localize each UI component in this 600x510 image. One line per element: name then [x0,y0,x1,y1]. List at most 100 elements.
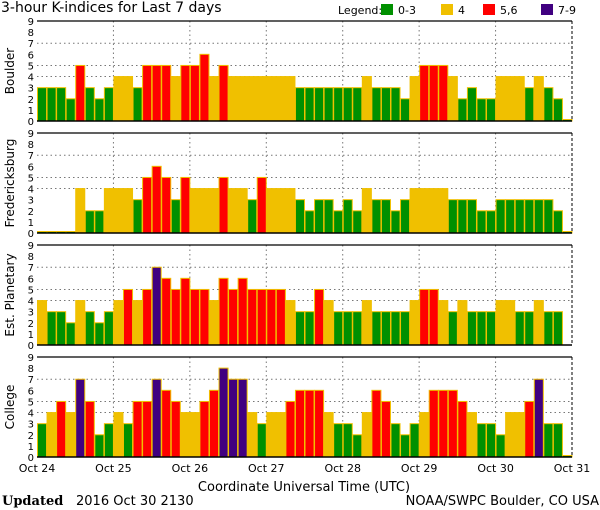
y-tick-label: 0 [28,453,34,464]
k-index-bar [533,76,544,122]
k-index-bar [428,188,439,234]
k-index-bar [56,311,67,346]
legend-item-label: 7-9 [558,4,576,17]
k-index-bar [380,400,391,458]
k-index-bar [247,199,258,234]
k-index-bar [476,210,487,234]
k-index-bar [199,188,210,234]
k-index-bar [65,98,76,122]
k-index-bar [294,199,306,234]
y-tick-label: 7 [28,39,34,50]
k-index-bar [228,288,239,346]
k-index-bar [237,188,248,234]
k-index-bar [361,412,372,458]
k-index-bar [438,64,449,122]
y-tick-label: 8 [28,140,34,151]
k-index-bar [122,188,134,234]
y-tick-label: 7 [28,375,34,386]
k-index-bar [208,300,220,346]
k-index-bar [256,76,267,122]
k-index-bar [428,288,439,346]
k-index-bar [314,389,325,458]
k-index-bar [419,188,430,234]
k-index-bar [342,423,353,458]
k-index-bar [495,199,506,234]
k-index-bar [294,389,306,458]
k-index-bar [342,199,353,234]
k-index-bar [466,311,477,346]
k-index-bar [65,322,76,346]
y-tick-label: 7 [28,151,34,162]
k-index-bar [247,76,258,122]
x-tick-label: Oct 27 [248,462,285,475]
y-tick-label: 6 [28,386,34,397]
y-tick-label: 0 [28,229,34,240]
x-tick-label: Oct 26 [172,462,209,475]
k-index-bar [94,210,105,234]
k-index-bar [400,199,411,234]
y-tick-label: 1 [28,442,34,453]
k-index-bar [533,199,544,234]
k-index-bar [65,412,76,458]
k-index-bar [266,76,277,122]
y-tick-label: 1 [28,106,34,117]
legend-label: Legend: [338,4,382,17]
k-index-bar [514,76,525,122]
y-tick-label: 3 [28,308,34,319]
k-index-bar [285,300,296,346]
k-index-bar [161,64,172,122]
k-index-bar [304,210,315,234]
k-index-bar [390,210,401,234]
k-index-bar [333,210,344,234]
k-index-bar [237,277,248,346]
k-index-bar [457,300,468,346]
y-tick-label: 4 [28,185,34,196]
k-index-bar [380,87,391,122]
panel-label: Boulder [3,48,17,95]
y-tick-label: 1 [28,218,34,229]
k-index-bar [285,400,296,458]
k-index-bar [342,311,353,346]
legend: 0-3 4 5,6 7-9 [381,4,576,17]
k-index-bar [142,176,153,234]
y-tick-label: 4 [28,409,34,420]
k-index-bar [275,412,286,458]
k-index-bar [323,199,334,234]
k-index-bar [75,188,86,234]
k-index-bar [524,400,535,458]
legend-swatch-0 [381,4,393,15]
k-index-bar [419,288,430,346]
k-index-bar [390,87,401,122]
y-tick-label: 2 [28,207,34,218]
k-index-bar [37,300,48,346]
k-index-bar [314,199,325,234]
k-index-bar [438,389,449,458]
k-index-bar [142,288,153,346]
k-index-bar [323,300,334,346]
k-index-bar [37,423,48,458]
k-index-bar [208,76,220,122]
k-index-bar [400,98,411,122]
k-index-bar [466,87,477,122]
k-index-bar [524,199,535,234]
k-index-bar [75,378,86,458]
k-index-bar [486,423,497,458]
k-index-bar [151,266,162,346]
k-index-bar [409,76,420,122]
updated-label: Updated [2,494,63,509]
k-index-bar [495,76,506,122]
y-tick-label: 3 [28,84,34,95]
k-index-bar [552,210,563,234]
k-index-bar [180,277,191,346]
legend-swatch-2 [483,4,495,15]
k-index-bar [371,311,382,346]
k-index-bar [352,210,363,234]
k-index-bar [75,64,86,122]
k-index-bar [84,210,95,234]
k-index-bar [457,199,468,234]
k-index-bar [409,423,420,458]
k-index-bar [132,199,143,234]
